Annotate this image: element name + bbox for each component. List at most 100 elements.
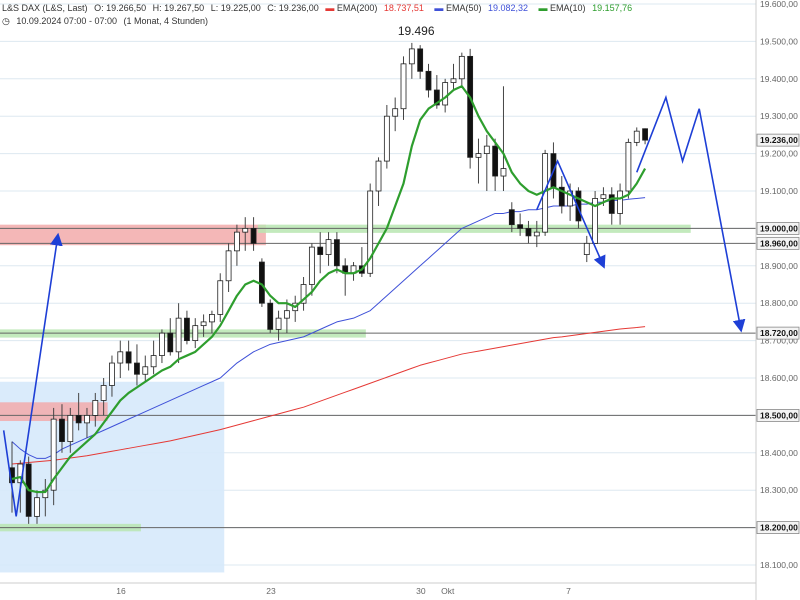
ema10-line — [11, 85, 647, 494]
candle-body-bear — [608, 194, 615, 214]
candle-body-bull — [192, 325, 199, 342]
candle — [100, 378, 107, 416]
price-axis-bg — [756, 0, 800, 600]
candle-body-bear — [333, 239, 340, 267]
ema10-label: EMA(10) — [550, 3, 586, 13]
candle — [508, 202, 515, 233]
price-highlight-box — [756, 133, 800, 147]
timestamp: 10.09.2024 07:00 - 07:00 — [16, 16, 117, 26]
candle — [200, 314, 207, 337]
price-tick-label: 18.800,00 — [760, 298, 798, 308]
candle-body-bull — [500, 168, 507, 177]
candle-body-bear — [492, 145, 499, 177]
candle-body-bull — [50, 418, 57, 491]
candle-body-bull — [67, 414, 74, 442]
candle-body-bull — [367, 190, 374, 274]
candle-body-bull — [625, 141, 632, 192]
candle — [184, 310, 190, 345]
ema200-value: 18.737,51 — [383, 3, 424, 13]
candle-body-bull — [308, 246, 315, 285]
candle — [392, 97, 399, 132]
price-tick-label: 18.400,00 — [760, 448, 798, 458]
candle — [642, 128, 648, 145]
candle-body-bear — [425, 70, 432, 91]
ema10-value: 19.157,76 — [592, 3, 633, 13]
candle — [92, 392, 99, 427]
candle — [209, 310, 215, 334]
ema50-line — [11, 197, 646, 459]
price-highlight-label: 18.720,00 — [760, 328, 798, 338]
candle-body-bull — [200, 321, 207, 327]
candle-body-bull — [159, 332, 165, 356]
price-tick-label: 18.900,00 — [760, 261, 798, 271]
clock-icon: ◷ — [2, 16, 10, 26]
candle — [625, 138, 632, 199]
candle — [250, 217, 257, 251]
candle-body-bear — [59, 418, 65, 442]
candle-body-bull — [142, 366, 149, 375]
time-tick-label: 16 — [116, 586, 126, 596]
candle — [125, 340, 132, 371]
candle — [408, 42, 415, 79]
candle-body-bear — [433, 89, 440, 106]
candle-body-bear — [167, 332, 174, 353]
high-value: H: 19.267,50 — [152, 3, 205, 13]
price-highlight-box — [756, 521, 800, 534]
candle — [425, 63, 432, 98]
projection-arrow — [536, 159, 606, 269]
price-tick-label: 18.100,00 — [760, 560, 798, 570]
candle-body-bull — [209, 314, 215, 323]
candle-body-bull — [392, 108, 399, 117]
candle-body-bear — [558, 186, 565, 207]
candle — [283, 299, 290, 334]
candle — [342, 258, 349, 296]
candle — [117, 340, 124, 378]
chart-header-ohlc: L&S DAX (L&S, Last) O: 19.266,50 H: 19.2… — [2, 3, 640, 13]
ema200-legend[interactable]: ▬ EMA(200) 18.737,51 — [325, 3, 424, 13]
candle — [592, 191, 598, 244]
projection-arrow — [2, 232, 63, 517]
candle-body-bull — [617, 190, 623, 214]
projection-arrows — [2, 94, 746, 517]
chart-header-time: ◷ 10.09.2024 07:00 - 07:00 (1 Monat, 4 S… — [2, 16, 212, 27]
candle-body-bear — [317, 246, 324, 255]
candle — [275, 310, 282, 341]
price-tick-label: 18.300,00 — [760, 485, 798, 495]
candle — [500, 86, 507, 191]
candle — [234, 224, 240, 266]
open-value: O: 19.266,50 — [94, 3, 147, 13]
candle — [267, 299, 274, 334]
candle-body-bull — [275, 317, 282, 330]
candle — [375, 157, 382, 206]
ema50-legend[interactable]: ▬ EMA(50) 19.082,32 — [434, 3, 529, 13]
low-value: L: 19.225,00 — [210, 3, 261, 13]
candle — [525, 220, 532, 244]
zone-red — [0, 224, 266, 246]
ema50-label: EMA(50) — [445, 3, 482, 13]
candle — [242, 217, 249, 251]
candle — [483, 134, 490, 191]
candle — [417, 45, 424, 79]
ema10-legend[interactable]: ▬ EMA(10) 19.157,76 — [538, 3, 633, 13]
candle-body-bull — [150, 355, 157, 368]
candle-body-bear — [642, 128, 648, 141]
price-highlight-box — [756, 221, 800, 235]
candle — [159, 329, 165, 364]
candle-body-bear — [417, 48, 424, 72]
candle — [517, 213, 524, 236]
candle — [34, 490, 40, 524]
candle — [59, 404, 65, 453]
price-highlight-label: 18.960,00 — [760, 238, 798, 248]
candle-body-bull — [100, 385, 107, 401]
candle — [75, 392, 82, 431]
candle-body-bear — [467, 55, 474, 158]
candle-body-bull — [442, 82, 449, 106]
price-tick-label: 18.600,00 — [760, 373, 798, 383]
candle — [192, 318, 199, 349]
candle — [317, 232, 324, 274]
candles — [9, 42, 648, 524]
candle — [308, 243, 315, 296]
price-tick-label: 19.400,00 — [760, 74, 798, 84]
candle-body-bull — [84, 414, 90, 424]
